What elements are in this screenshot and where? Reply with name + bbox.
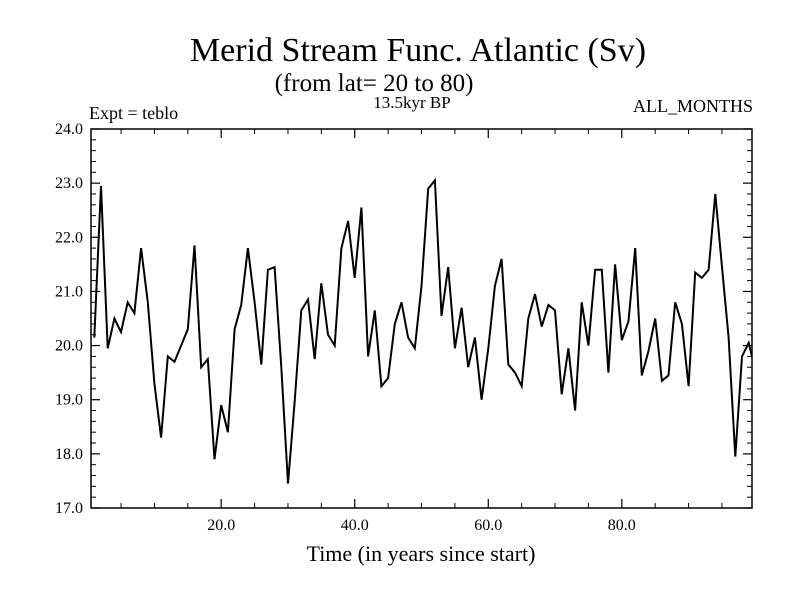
y-tick-label: 18.0 <box>55 446 83 463</box>
series-group <box>93 177 752 484</box>
y-tick-label: 22.0 <box>55 229 83 246</box>
x-tick-label: 40.0 <box>341 517 369 534</box>
chart-title: Merid Stream Func. Atlantic (Sv) <box>190 32 646 69</box>
y-tick-label: 17.0 <box>55 500 83 517</box>
y-tick-label: 21.0 <box>55 283 83 300</box>
y-tick-label: 20.0 <box>55 338 83 355</box>
x-axis-label: Time (in years since start) <box>307 541 536 566</box>
axes: 17.0 18.0 19.0 20.0 21.0 22.0 23.0 24.0 20.0 40.0… <box>55 121 753 534</box>
y-tick-label: 24.0 <box>55 121 83 138</box>
chart-subtitle: (from lat= 20 to 80) <box>275 70 474 97</box>
x-tick-label: 60.0 <box>474 517 502 534</box>
plot-frame <box>90 128 753 509</box>
series-line <box>93 177 752 484</box>
x-tick-label: 80.0 <box>608 517 636 534</box>
period-label: 13.5kyr BP <box>373 93 450 112</box>
x-tick-label: 20.0 <box>207 517 235 534</box>
y-tick-label: 19.0 <box>55 392 83 409</box>
y-tick-label: 23.0 <box>55 175 83 192</box>
experiment-label: Expt = teblo <box>89 103 178 123</box>
months-label: ALL_MONTHS <box>633 96 753 116</box>
